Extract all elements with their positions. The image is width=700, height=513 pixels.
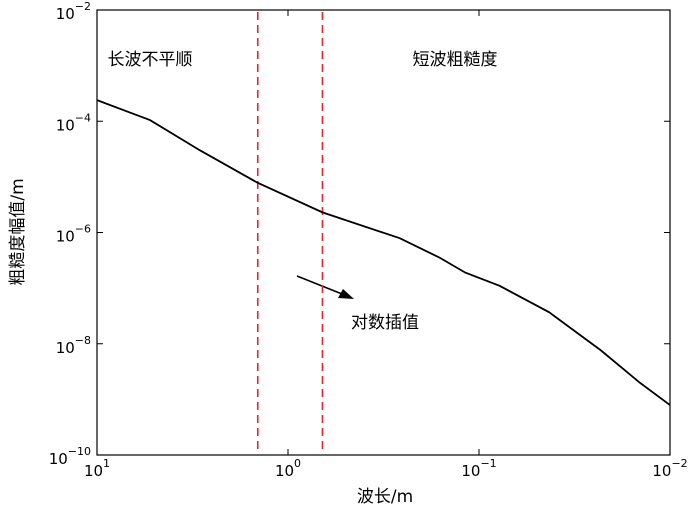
y-tick-label: 10−8 (56, 334, 91, 357)
x-axis-label: 波长/m (357, 487, 413, 507)
y-tick-label: 10−6 (56, 223, 91, 246)
y-axis-label: 粗糙度幅值/m (8, 178, 28, 285)
x-tick-label: 101 (84, 457, 110, 480)
data-line (96, 99, 671, 406)
annotation: 短波粗糙度 (413, 50, 498, 70)
y-tick-label: 10−4 (56, 111, 91, 134)
x-tick-label: 10−1 (461, 457, 496, 480)
y-tick-label: 10−2 (56, 0, 91, 23)
annotation: 长波不平顺 (108, 50, 193, 70)
arrow-line (296, 275, 343, 295)
annotation: 对数插值 (351, 313, 419, 333)
arrow-head (338, 289, 354, 299)
y-tick-label: 10−10 (49, 445, 91, 468)
x-tick-label: 100 (275, 457, 301, 480)
x-tick-label: 10−2 (652, 457, 687, 480)
